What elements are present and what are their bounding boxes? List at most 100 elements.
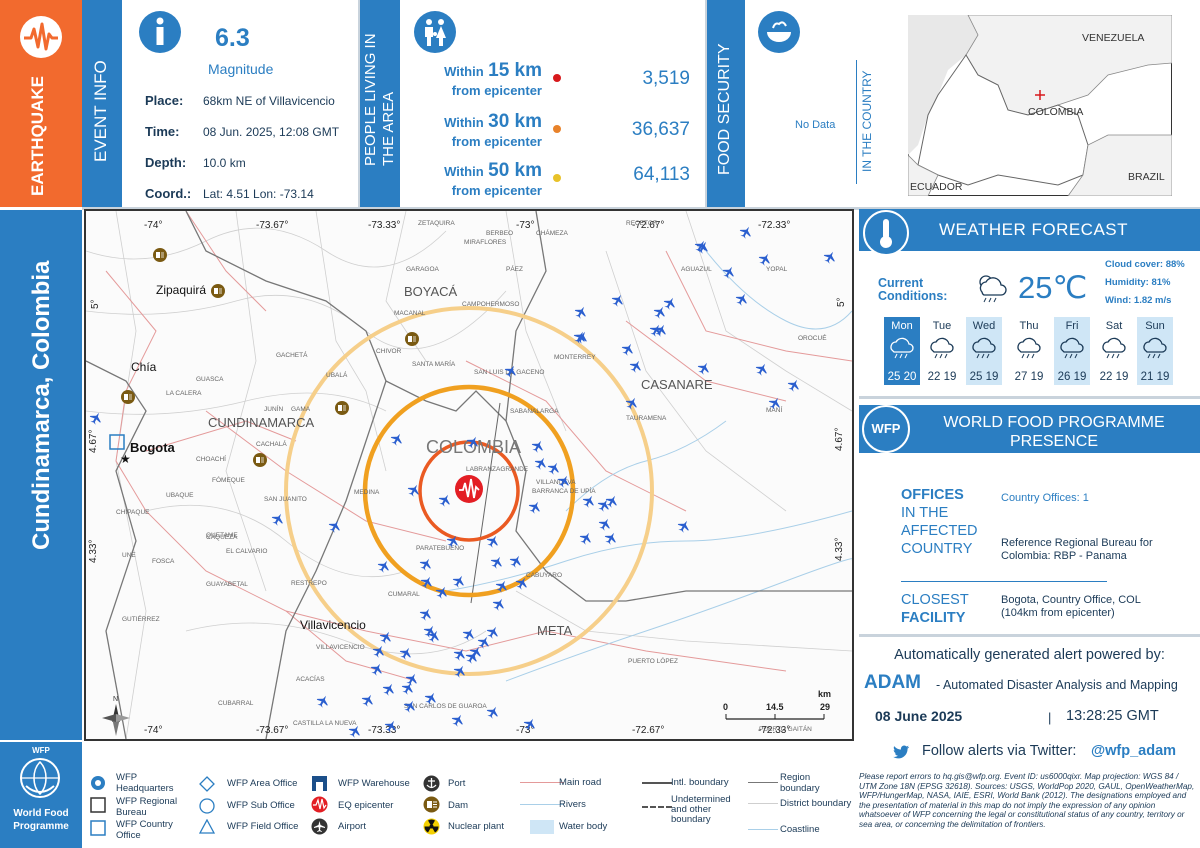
airport-icon[interactable] — [369, 661, 385, 677]
airport-icon[interactable] — [418, 606, 434, 622]
dam-icon[interactable] — [335, 401, 349, 415]
airport-icon[interactable] — [434, 584, 450, 600]
airport-icon[interactable] — [383, 718, 399, 734]
airport-icon[interactable] — [270, 511, 286, 527]
airport-icon[interactable] — [445, 533, 461, 549]
forecast-day-temps: 26 19 — [1057, 371, 1087, 383]
dam-icon[interactable] — [211, 284, 225, 298]
airport-icon[interactable] — [533, 455, 549, 471]
airport-icon[interactable] — [419, 574, 435, 590]
airport-icon[interactable] — [581, 493, 597, 509]
airport-icon[interactable] — [603, 530, 619, 546]
airport-icon[interactable] — [574, 329, 590, 345]
place-label: JUNÍN — [264, 404, 283, 413]
airport-icon[interactable] — [767, 395, 783, 411]
airport-icon[interactable] — [522, 716, 538, 732]
epicenter-legend-icon — [311, 796, 328, 813]
dam-icon[interactable] — [121, 390, 135, 404]
place-label: FOSCA — [152, 558, 175, 565]
airport-icon[interactable] — [494, 578, 510, 594]
airport-icon[interactable] — [450, 712, 466, 728]
airport-icon[interactable] — [653, 322, 669, 338]
airport-icon[interactable] — [738, 224, 754, 240]
airport-icon[interactable] — [624, 395, 640, 411]
airport-icon[interactable] — [381, 681, 397, 697]
airport-icon[interactable] — [489, 554, 505, 570]
airport-icon[interactable] — [546, 460, 562, 476]
main-map[interactable]: -74° -73.67° -73.33° -73° -72.67° -72.33… — [84, 209, 854, 741]
airport-icon[interactable] — [597, 516, 613, 532]
airport-icon[interactable] — [628, 358, 644, 374]
airport-icon[interactable] — [360, 692, 376, 708]
airport-icon[interactable] — [693, 238, 709, 254]
airport-icon[interactable] — [398, 645, 414, 661]
airport-icon[interactable] — [610, 292, 626, 308]
airport-icon[interactable] — [315, 693, 331, 709]
rain-icon — [1017, 337, 1041, 359]
airport-icon[interactable] — [754, 361, 770, 377]
airport-icon[interactable] — [573, 304, 589, 320]
airport-icon[interactable] — [485, 533, 501, 549]
airport-icon[interactable] — [452, 646, 468, 662]
airport-icon[interactable] — [465, 434, 481, 450]
airport-icon[interactable] — [423, 690, 439, 706]
airport-icon[interactable] — [437, 492, 453, 508]
country-office-icon[interactable] — [109, 434, 125, 450]
airport-icon[interactable] — [347, 723, 363, 739]
lon-tick: -73° — [516, 220, 534, 231]
epicenter-icon[interactable] — [455, 475, 483, 503]
airport-icon[interactable] — [508, 553, 524, 569]
airport-icon[interactable] — [786, 377, 802, 393]
airport-icon[interactable] — [604, 493, 620, 509]
airport-icon[interactable] — [485, 704, 501, 720]
airport-icon[interactable] — [721, 264, 737, 280]
airport-icon[interactable] — [696, 360, 712, 376]
dam-icon[interactable] — [153, 248, 167, 262]
airport-icon[interactable] — [400, 680, 416, 696]
place-label: CAMPOHERMOSO — [462, 301, 519, 308]
airport-icon[interactable] — [652, 304, 668, 320]
airport-icon[interactable] — [530, 438, 546, 454]
airport-icon[interactable] — [451, 573, 467, 589]
rain-icon — [930, 337, 954, 359]
airport-icon[interactable] — [514, 575, 530, 591]
airport-icon[interactable] — [327, 518, 343, 534]
airport-icon[interactable] — [371, 643, 387, 659]
airport-icon[interactable] — [464, 649, 480, 665]
airport-icon[interactable] — [402, 698, 418, 714]
airport-icon[interactable] — [404, 671, 420, 687]
airport-icon[interactable] — [88, 410, 104, 426]
airport-icon[interactable] — [734, 291, 750, 307]
airport-icon[interactable] — [556, 473, 572, 489]
airport-icon[interactable] — [406, 482, 422, 498]
airport-icon[interactable] — [376, 558, 392, 574]
airport-icon[interactable] — [578, 530, 594, 546]
adam-description: - Automated Disaster Analysis and Mappin… — [936, 678, 1178, 692]
dam-icon[interactable] — [405, 332, 419, 346]
airport-icon[interactable] — [418, 556, 434, 572]
airport-icon[interactable] — [596, 497, 612, 513]
airport-icon[interactable] — [503, 363, 519, 379]
airport-icon[interactable] — [822, 249, 838, 265]
airport-icon[interactable] — [389, 431, 405, 447]
region-boundaries — [86, 211, 852, 739]
airport-icon[interactable] — [426, 628, 442, 644]
airport-icon[interactable] — [422, 623, 438, 639]
airport-icon[interactable] — [452, 663, 468, 679]
forecast-day-name: Fri — [1065, 320, 1079, 332]
airport-icon[interactable] — [378, 629, 394, 645]
airport-icon[interactable] — [485, 624, 501, 640]
airport-icon[interactable] — [491, 596, 507, 612]
airport-icon[interactable] — [662, 295, 678, 311]
airport-icon[interactable] — [648, 322, 664, 338]
airport-icon[interactable] — [620, 341, 636, 357]
road-legend-line — [520, 782, 564, 783]
twitter-icon[interactable] — [893, 745, 909, 759]
dam-icon[interactable] — [253, 453, 267, 467]
airport-icon[interactable] — [527, 499, 543, 515]
airport-icon[interactable] — [757, 251, 773, 267]
airport-icon[interactable] — [461, 626, 477, 642]
airport-icon[interactable] — [476, 634, 492, 650]
airport-icon[interactable] — [676, 518, 692, 534]
twitter-handle[interactable]: @wfp_adam — [1091, 743, 1177, 759]
